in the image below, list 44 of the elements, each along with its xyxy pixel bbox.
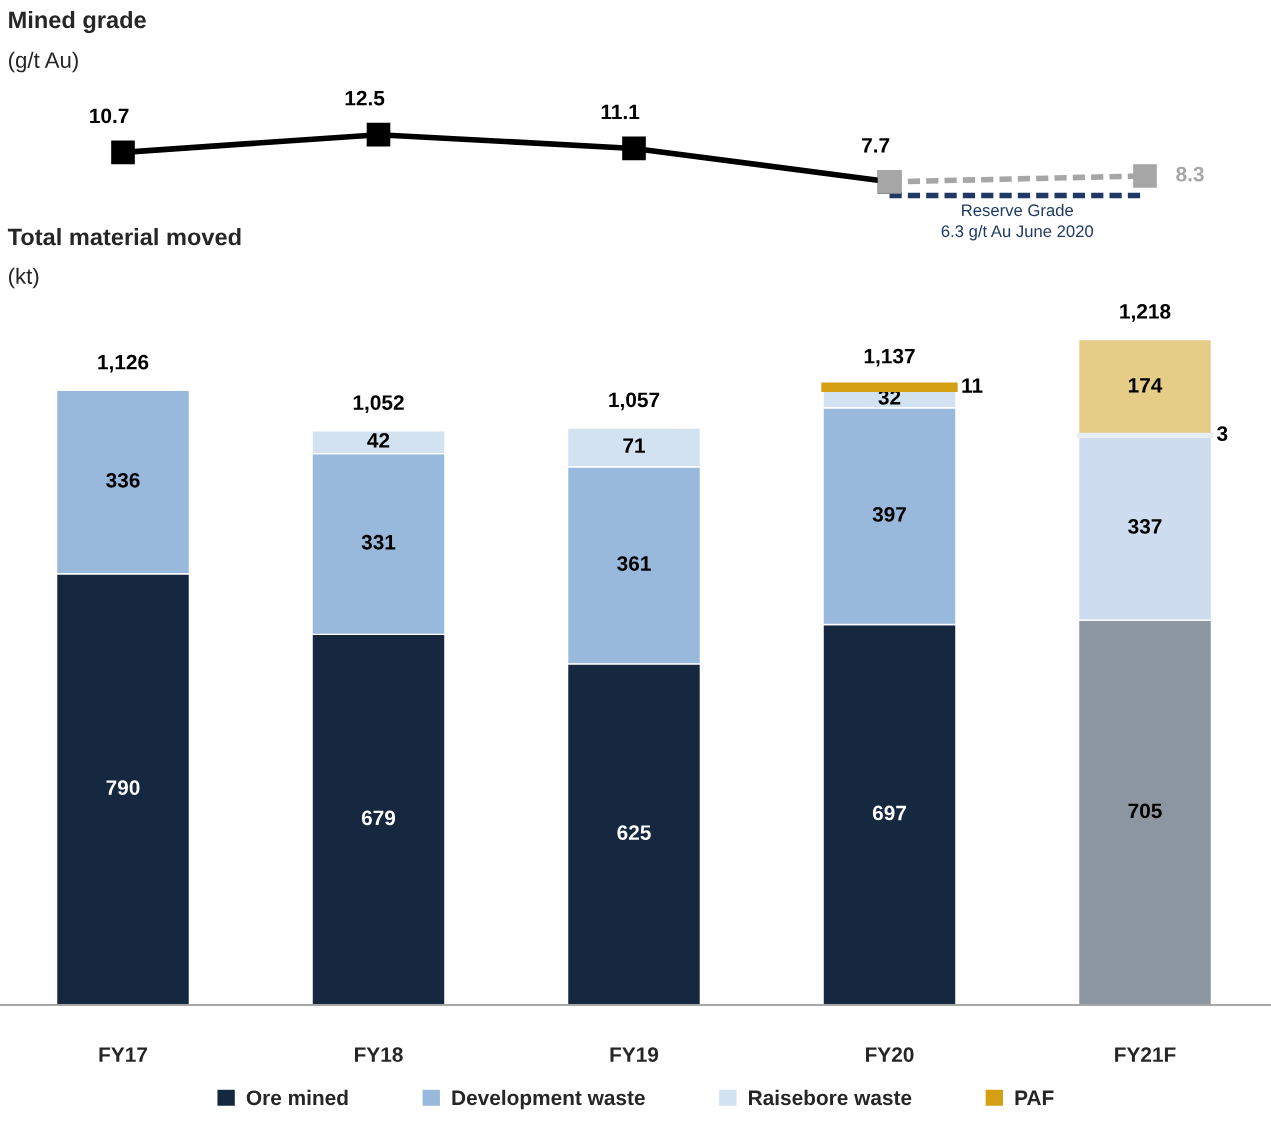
point bbox=[366, 122, 391, 147]
x-tick-label: FY21F bbox=[1115, 1047, 1176, 1062]
chart-title: Mined grade bbox=[9, 10, 146, 34]
total-label: 1,057 bbox=[609, 392, 660, 411]
point bbox=[111, 140, 135, 165]
data-label: 679 bbox=[361, 810, 396, 826]
point bbox=[1133, 164, 1157, 188]
total-label: 1,052 bbox=[353, 395, 404, 413]
legend-label: Development waste bbox=[452, 1089, 645, 1110]
x-tick-label: FY18 bbox=[355, 1047, 403, 1062]
data-label: 11.1 bbox=[601, 104, 640, 120]
data-label: 697 bbox=[872, 805, 906, 821]
data-label: 331 bbox=[361, 534, 396, 550]
data-label: 12.5 bbox=[345, 90, 385, 106]
total-label: 1,218 bbox=[1120, 304, 1171, 322]
x-tick-label: FY20 bbox=[866, 1047, 914, 1062]
data-label: 71 bbox=[623, 438, 646, 453]
x-tick-label: FY17 bbox=[99, 1047, 147, 1062]
total-label: 1,126 bbox=[98, 354, 149, 373]
data-label: 625 bbox=[617, 825, 651, 841]
legend-label: PAF bbox=[1015, 1090, 1054, 1105]
legend-label: Raisebore waste bbox=[749, 1089, 912, 1106]
data-label: 337 bbox=[1128, 519, 1162, 534]
bar bbox=[1077, 338, 1213, 436]
x-tick-label: FY19 bbox=[610, 1047, 659, 1062]
data-label: 10.7 bbox=[90, 108, 129, 124]
data-label: 174 bbox=[1128, 378, 1163, 393]
data-label: 790 bbox=[106, 780, 140, 795]
data-label: 336 bbox=[106, 472, 140, 488]
data-label: 705 bbox=[1128, 803, 1162, 819]
data-label: 11 bbox=[962, 378, 983, 393]
point bbox=[622, 136, 646, 161]
series-label: Reserve Grade 6.3 g/t Au June 2020 bbox=[941, 203, 1094, 241]
legend-label: Ore mined bbox=[246, 1089, 348, 1106]
chart-subtitle: (g/t Au) bbox=[9, 51, 78, 73]
total-label: 1,137 bbox=[864, 348, 915, 367]
chart-title: Total material moved bbox=[7, 228, 241, 246]
data-label: 361 bbox=[617, 556, 651, 571]
data-label: 8.3 bbox=[1176, 166, 1204, 182]
data-label: 7.7 bbox=[862, 138, 890, 153]
data-label: 42 bbox=[367, 433, 390, 448]
chart-subtitle: (kt) bbox=[9, 267, 39, 289]
data-label: 397 bbox=[872, 507, 906, 522]
data-label: 3 bbox=[1217, 426, 1228, 441]
